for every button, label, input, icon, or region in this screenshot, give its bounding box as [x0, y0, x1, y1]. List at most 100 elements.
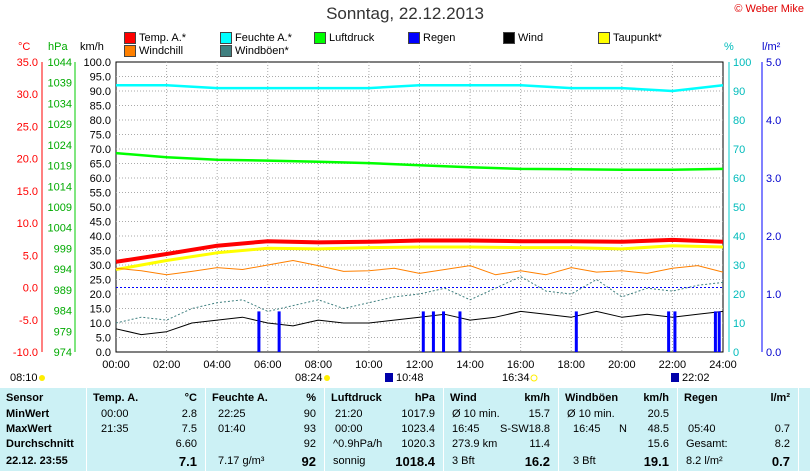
- x-tick-label: 12:00: [406, 359, 434, 371]
- rain-bar: [431, 311, 435, 352]
- temp-tick-label: 10.0: [17, 218, 38, 230]
- legend-swatch-temp: [124, 32, 136, 44]
- stats-wind-run: 273.9 km: [452, 438, 498, 450]
- temp-tick-label: 30.0: [17, 89, 38, 101]
- stats-col-gusts: Windböen km/h Ø 10 min. 20.5 16:45 N 48.…: [559, 388, 678, 471]
- wind-tick-label: 50.0: [90, 202, 111, 214]
- rain-tick-label: 3.0: [766, 173, 781, 185]
- legend-item-pressure: Luftdruck: [314, 32, 374, 44]
- x-tick-label: 24:00: [709, 359, 737, 371]
- wind-tick-label: 60.0: [90, 173, 111, 185]
- series-line-windb-en: [115, 276, 724, 324]
- wind-tick-label: 80.0: [90, 115, 111, 127]
- legend-item-windchill: Windchill: [124, 45, 183, 57]
- legend-label-wind: Wind: [518, 32, 544, 44]
- stats-temp-min-time: 00:00: [101, 408, 129, 420]
- stats-head-wind: Wind: [450, 392, 477, 404]
- stats-wind-current: 16.2: [524, 454, 550, 469]
- stats-unit-humidity: %: [306, 392, 316, 404]
- series-line-wind: [115, 310, 724, 336]
- stats-wind-avg10: 15.7: [528, 408, 550, 420]
- pressure-tick-label: 1004: [48, 223, 72, 235]
- stats-temp-min: 2.8: [181, 408, 197, 420]
- stats-hum-max: 93: [303, 423, 316, 435]
- stats-gust-avg10: 20.5: [647, 408, 669, 420]
- legend-label-gusts: Windböen*: [235, 45, 289, 57]
- moon-icon: [671, 373, 679, 382]
- stats-col-temp: Temp. A. °C 00:00 2.8 21:35 7.5 6.60 7.1: [87, 388, 206, 471]
- event-markers: [39, 373, 679, 382]
- stats-table: Sensor MinWert MaxWert Durchschnitt 22.1…: [0, 388, 810, 471]
- stats-press-max-time: 00:00: [335, 423, 363, 435]
- rain-tick-label: 2.0: [766, 231, 781, 243]
- stats-col-wind: Wind km/h Ø 10 min. 15.7 16:45 S-SW 18.8…: [444, 388, 559, 471]
- stats-col-sensor: Sensor MinWert MaxWert Durchschnitt 22.1…: [0, 388, 87, 471]
- wind-tick-label: 45.0: [90, 217, 111, 229]
- x-tick-label: 02:00: [153, 359, 181, 371]
- pressure-tick-label: 994: [54, 264, 72, 276]
- temp-tick-label: -10.0: [13, 347, 38, 359]
- legend-item-rain: Regen: [408, 32, 455, 44]
- stats-hum-max-time: 01:40: [218, 423, 246, 435]
- stats-gust-max: 48.5: [647, 423, 669, 435]
- wind-tick-label: 75.0: [90, 130, 111, 142]
- rain-tick-label: 0.0: [766, 347, 781, 359]
- stats-row-current: 22.12. 23:55: [6, 455, 68, 467]
- legend-swatch-dewpoint: [598, 32, 610, 44]
- stats-wind-mean: 11.4: [529, 438, 550, 450]
- x-tick-label: 00:00: [102, 359, 130, 371]
- wind-tick-label: 90.0: [90, 86, 111, 98]
- stats-head-pressure: Luftdruck: [331, 392, 382, 404]
- wind-tick-label: 100.0: [83, 57, 111, 69]
- pressure-tick-label: 1029: [48, 119, 72, 131]
- temp-tick-label: 35.0: [17, 57, 38, 69]
- legend-label-windchill: Windchill: [139, 45, 184, 57]
- wind-tick-label: 10.0: [90, 318, 111, 330]
- stats-wind-avg-label: Ø 10 min.: [452, 408, 500, 420]
- stats-temp-max: 7.5: [181, 423, 197, 435]
- stats-press-forecast: sonnig: [333, 455, 366, 467]
- copyright-text: © Weber Mike: [734, 3, 804, 15]
- series-line-windchill: [115, 260, 724, 276]
- event-time-4: 16:34: [502, 372, 530, 384]
- humidity-tick-label: 20: [733, 289, 745, 301]
- rain-bar: [257, 311, 261, 352]
- pressure-tick-label: 1009: [48, 202, 72, 214]
- wind-tick-label: 85.0: [90, 101, 111, 113]
- temp-tick-label: 5.0: [23, 250, 38, 262]
- pressure-tick-label: 1014: [48, 181, 72, 193]
- pressure-tick-label: 999: [54, 243, 72, 255]
- rain-bar: [713, 311, 717, 352]
- temp-tick-label: 20.0: [17, 154, 38, 166]
- x-tick-label: 06:00: [254, 359, 282, 371]
- humidity-tick-label: 0: [733, 347, 739, 359]
- pressure-tick-label: 1034: [48, 98, 72, 110]
- stats-head-rain: Regen: [684, 392, 718, 404]
- axis-head-pressure: hPa: [48, 41, 68, 53]
- rain-bar: [717, 311, 721, 352]
- stats-row-min: MinWert: [6, 408, 50, 420]
- stats-head-sensor: Sensor: [6, 392, 44, 404]
- event-time-1: 08:10: [10, 372, 38, 384]
- stats-rain-max-time: 05:40: [688, 423, 716, 435]
- legend-swatch-windchill: [124, 45, 136, 57]
- wind-tick-label: 15.0: [90, 304, 111, 316]
- legend-item-dewpoint: Taupunkt*: [598, 32, 662, 44]
- stats-temp-current: 7.1: [178, 454, 197, 469]
- event-time-5: 22:02: [682, 372, 710, 384]
- humidity-tick-label: 80: [733, 115, 745, 127]
- wind-tick-label: 65.0: [90, 159, 111, 171]
- wind-tick-label: 5.0: [96, 333, 111, 345]
- legend-label-pressure: Luftdruck: [329, 32, 375, 44]
- stats-head-humidity: Feuchte A.: [212, 392, 268, 404]
- stats-head-temp: Temp. A.: [93, 392, 139, 404]
- stats-hum-min-time: 22:25: [218, 408, 246, 420]
- humidity-tick-label: 70: [733, 144, 745, 156]
- humidity-tick-label: 10: [733, 318, 745, 330]
- stats-hum-avg: 92: [303, 438, 316, 450]
- x-tick-label: 14:00: [456, 359, 484, 371]
- humidity-tick-label: 30: [733, 260, 745, 272]
- chart-title: Sonntag, 22.12.2013: [326, 4, 484, 23]
- stats-unit-wind: km/h: [524, 392, 550, 404]
- temp-tick-label: 0.0: [23, 283, 38, 295]
